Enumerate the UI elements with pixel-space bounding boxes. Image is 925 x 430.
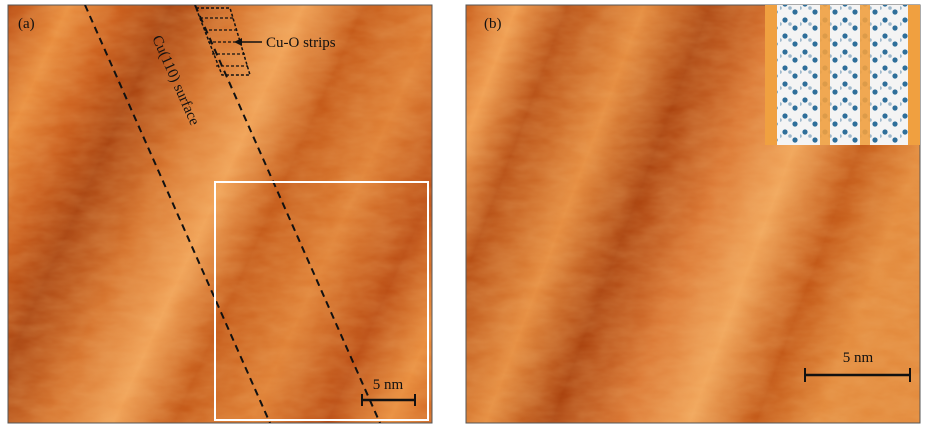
panel-label: (b)	[484, 16, 502, 32]
page: (a) Cu-O strips Cu(110) surface 5 nm (b)…	[0, 0, 925, 430]
annotation: Cu-O strips	[266, 35, 336, 51]
figure: (a) Cu-O strips Cu(110) surface 5 nm (b)…	[0, 0, 925, 430]
panel-a: (a) Cu-O strips Cu(110) surface 5 nm	[8, 5, 432, 423]
panel-label: (a)	[18, 16, 35, 32]
inset-model	[765, 5, 920, 145]
scale-label: 5 nm	[843, 350, 874, 366]
panel-b: (b) 5 nm	[466, 5, 920, 423]
scale-label: 5 nm	[373, 377, 404, 393]
texture	[8, 5, 432, 423]
